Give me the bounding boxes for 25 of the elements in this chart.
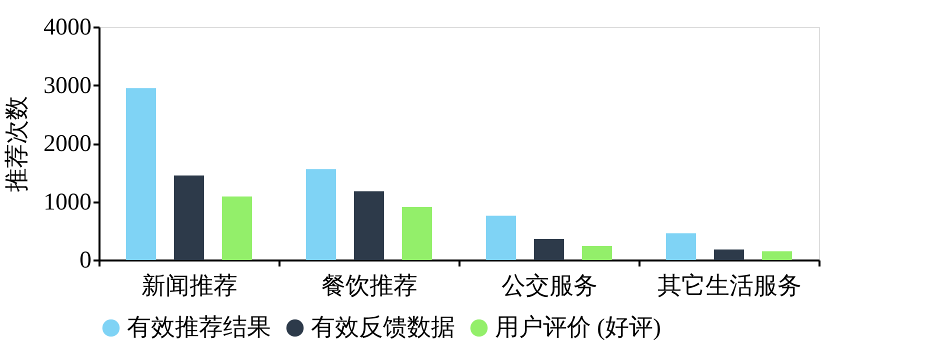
bar: [306, 169, 336, 260]
bar: [486, 216, 516, 260]
x-tick-label: 新闻推荐: [142, 272, 238, 300]
bar: [402, 206, 432, 260]
bar: [666, 233, 696, 260]
bar: [714, 250, 744, 260]
x-tick-label: 公交服务: [502, 272, 598, 300]
legend-label: 用户评价 (好评): [495, 314, 661, 341]
bar: [354, 191, 384, 260]
x-tick-label: 餐饮推荐: [322, 274, 418, 300]
y-tick-label: 4000: [44, 14, 92, 40]
x-tick-label: 其它生活服务: [658, 272, 802, 300]
bar: [582, 246, 612, 260]
y-tick-label: 2000: [44, 131, 92, 157]
legend-label: 有效推荐结果: [127, 315, 271, 341]
bar: [222, 196, 252, 260]
legend-label: 有效反馈数据: [311, 315, 455, 341]
y-axis-title: 推荐次数: [4, 96, 30, 192]
bar: [126, 88, 156, 260]
bar: [174, 176, 204, 260]
y-tick-label: 0: [80, 248, 92, 274]
y-tick-label: 1000: [44, 189, 92, 216]
bar: [762, 251, 792, 260]
y-tick-label: 3000: [44, 72, 92, 99]
bar: [534, 239, 564, 260]
